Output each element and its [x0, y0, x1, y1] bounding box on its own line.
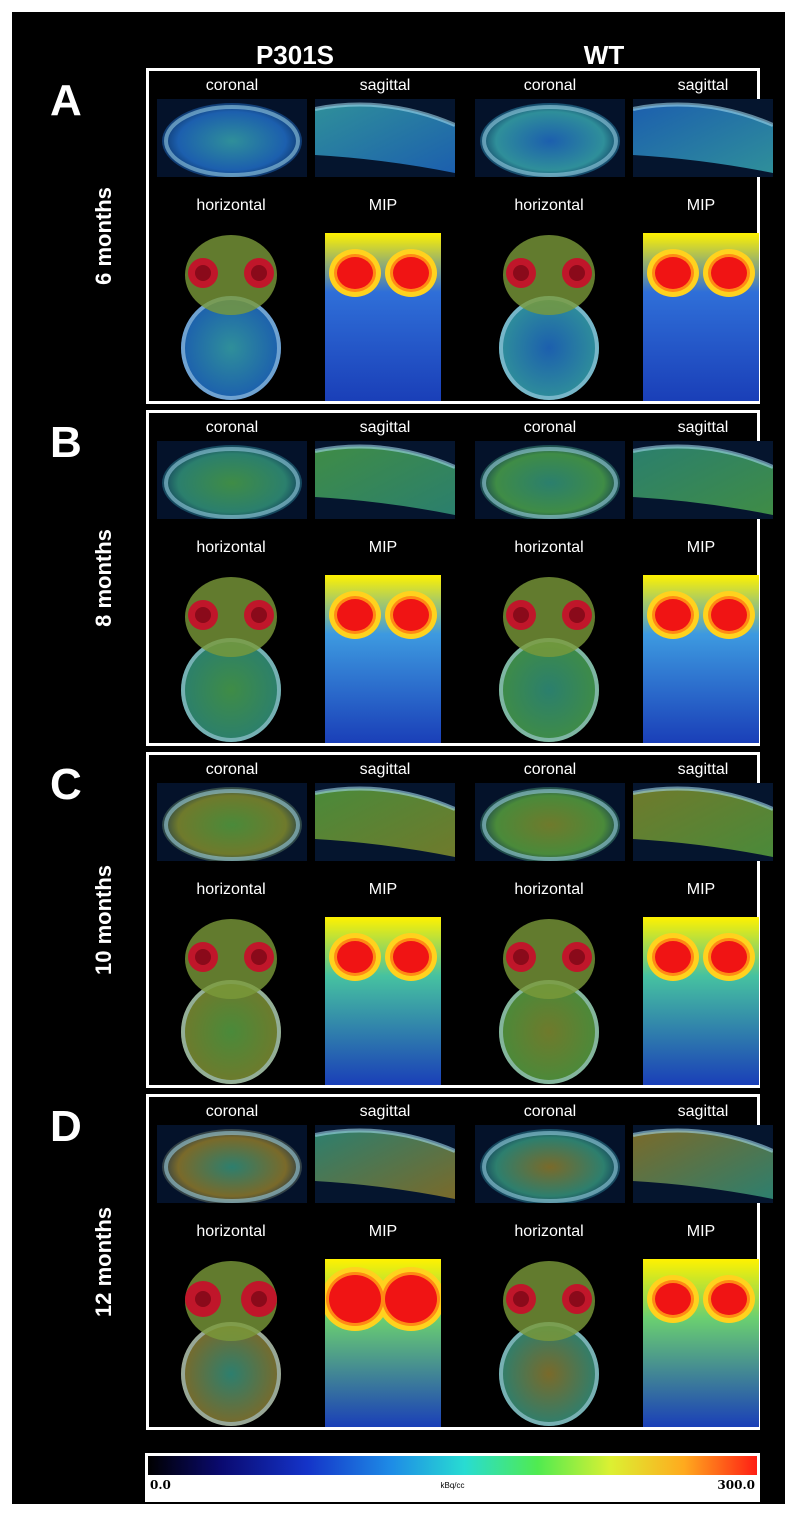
scan-p301s-coronal — [157, 441, 307, 519]
view-label-coronal: coronal — [523, 761, 577, 778]
scan-p301s-horizontal — [173, 1259, 289, 1427]
view-label-mip: MIP — [686, 539, 716, 556]
scan-wt-sagittal — [633, 783, 773, 861]
scan-p301s-mip — [325, 1259, 441, 1427]
view-label-coronal: coronal — [205, 77, 259, 94]
view-label-coronal: coronal — [523, 419, 577, 436]
scan-wt-sagittal — [633, 99, 773, 177]
scan-wt-mip — [643, 1259, 759, 1427]
panel-age-label: 12 months — [91, 1206, 116, 1318]
figure-area: P301S WT A 6 months coronal sagittal horizon… — [12, 12, 785, 1504]
column-header-wt: WT — [583, 40, 625, 70]
view-label-coronal: coronal — [205, 761, 259, 778]
scan-p301s-sagittal — [315, 1125, 455, 1203]
view-label-coronal: coronal — [523, 1103, 577, 1120]
scan-wt-horizontal — [491, 1259, 607, 1427]
scan-wt-sagittal — [633, 441, 773, 519]
view-label-sagittal: sagittal — [677, 761, 729, 778]
view-label-mip: MIP — [368, 1223, 398, 1240]
view-label-sagittal: sagittal — [677, 419, 729, 436]
panel-letter: C — [50, 760, 82, 809]
scan-p301s-mip — [325, 233, 441, 401]
panel-letter: B — [50, 418, 82, 467]
scan-wt-coronal — [475, 1125, 625, 1203]
scan-p301s-horizontal — [173, 233, 289, 401]
scan-wt-coronal — [475, 783, 625, 861]
scan-p301s-sagittal — [315, 783, 455, 861]
color-gradient — [148, 1456, 757, 1475]
scan-p301s-sagittal — [315, 99, 455, 177]
scale-max-label: 300.0 — [717, 1478, 755, 1492]
scan-p301s-coronal — [157, 99, 307, 177]
view-label-horizontal: horizontal — [196, 881, 266, 898]
view-label-mip: MIP — [686, 1223, 716, 1240]
scan-wt-horizontal — [491, 917, 607, 1085]
view-label-mip: MIP — [368, 881, 398, 898]
image-panel: coronal sagittal horizontal MIP coronal sagit… — [146, 68, 773, 404]
scan-p301s-mip — [325, 917, 441, 1085]
view-label-horizontal: horizontal — [514, 539, 584, 556]
view-label-mip: MIP — [686, 881, 716, 898]
panel-age-label: 6 months — [91, 187, 116, 285]
panel-age-label: 10 months — [91, 864, 116, 976]
view-label-mip: MIP — [368, 539, 398, 556]
color-scale-bar: 0.0 kBq/cc 300.0 — [145, 1453, 760, 1502]
view-label-horizontal: horizontal — [514, 1223, 584, 1240]
column-header-p301s: P301S — [255, 40, 335, 70]
scale-unit-label: kBq/cc — [440, 1481, 465, 1490]
scan-p301s-horizontal — [173, 575, 289, 743]
view-label-coronal: coronal — [205, 419, 259, 436]
panel-letter: A — [50, 76, 82, 125]
view-label-horizontal: horizontal — [196, 197, 266, 214]
scan-wt-mip — [643, 575, 759, 743]
scan-wt-coronal — [475, 99, 625, 177]
scan-wt-sagittal — [633, 1125, 773, 1203]
scan-wt-horizontal — [491, 575, 607, 743]
scan-p301s-coronal — [157, 783, 307, 861]
panel-letter: D — [50, 1102, 82, 1151]
view-label-horizontal: horizontal — [514, 881, 584, 898]
view-label-mip: MIP — [686, 197, 716, 214]
scan-p301s-horizontal — [173, 917, 289, 1085]
view-label-mip: MIP — [368, 197, 398, 214]
view-label-horizontal: horizontal — [196, 1223, 266, 1240]
image-panel: coronal sagittal horizontal MIP coronal sagit… — [146, 410, 773, 746]
image-panel: coronal sagittal horizontal MIP coronal sagit… — [146, 752, 773, 1088]
view-label-horizontal: horizontal — [196, 539, 266, 556]
image-panel: coronal sagittal horizontal MIP coronal sagit… — [146, 1094, 773, 1430]
scan-wt-horizontal — [491, 233, 607, 401]
view-label-sagittal: sagittal — [677, 1103, 729, 1120]
view-label-sagittal: sagittal — [677, 77, 729, 94]
scan-p301s-sagittal — [315, 441, 455, 519]
scan-wt-coronal — [475, 441, 625, 519]
view-label-horizontal: horizontal — [514, 197, 584, 214]
scan-wt-mip — [643, 917, 759, 1085]
panel-age-label: 8 months — [91, 529, 116, 627]
view-label-coronal: coronal — [205, 1103, 259, 1120]
view-label-sagittal: sagittal — [359, 77, 411, 94]
view-label-sagittal: sagittal — [359, 419, 411, 436]
view-label-sagittal: sagittal — [359, 1103, 411, 1120]
scan-p301s-mip — [325, 575, 441, 743]
scan-wt-mip — [643, 233, 759, 401]
scan-p301s-coronal — [157, 1125, 307, 1203]
view-label-sagittal: sagittal — [359, 761, 411, 778]
view-label-coronal: coronal — [523, 77, 577, 94]
scale-min-label: 0.0 — [150, 1478, 171, 1492]
